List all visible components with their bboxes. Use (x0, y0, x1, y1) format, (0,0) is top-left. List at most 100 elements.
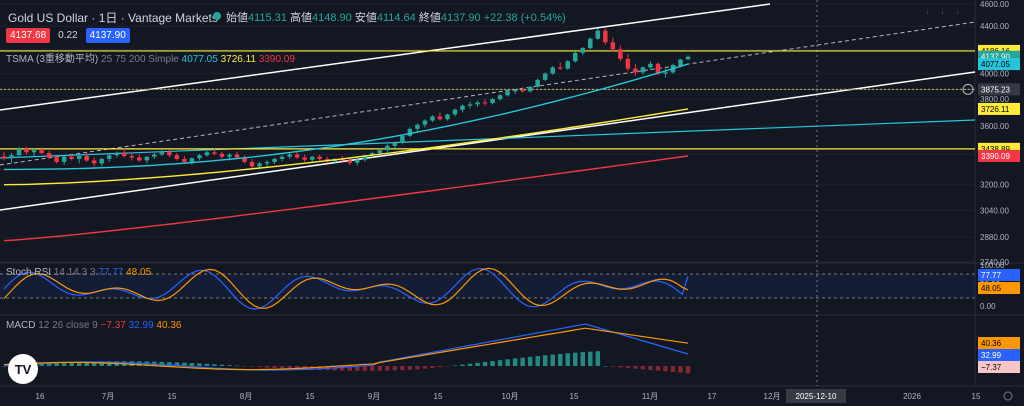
stoch-k-value: 77.77 (98, 267, 124, 278)
macd-hist-bar (565, 353, 570, 366)
macd-hist-bar (129, 361, 135, 366)
candle-body (279, 156, 285, 159)
tsma-legend[interactable]: TSMA (3重移動平均) 25 75 200 Simple 4077.05 3… (6, 50, 295, 65)
macd-hist-bar (249, 366, 255, 367)
time-tick-label: 2025-12-10 (796, 392, 837, 401)
price-label: 3726.11 (981, 105, 1010, 114)
stoch-k-line (3, 268, 689, 310)
candle-body (482, 102, 488, 104)
macd-hist-bar (370, 366, 375, 371)
bid-ask-panel: 4137.68 0.22 4137.90 (6, 28, 130, 43)
macd-name: MACD (6, 320, 36, 331)
ma200-line (3, 155, 689, 242)
candle-body (242, 157, 247, 162)
macd-hist-bar (618, 366, 623, 368)
macd-value-label: 40.36 (981, 339, 1002, 348)
candle-body (415, 124, 420, 129)
market-status-icon (213, 12, 221, 20)
candle-body (249, 161, 255, 167)
stoch-legend[interactable]: Stoch RSI 14 14 3 3 77.77 48.05 (6, 267, 151, 278)
macd-hist-bar (46, 363, 52, 366)
macd-hist-bar (257, 366, 262, 368)
macd-hist-bar (557, 353, 563, 366)
candle-body (565, 61, 570, 69)
macd-value-label: 32.99 (981, 351, 1002, 360)
candle-body (1, 156, 7, 159)
close-label: 終値 (418, 12, 441, 24)
tsma-value-75: 3726.11 (220, 54, 256, 65)
candle-body (99, 158, 104, 164)
low-value: 4114.64 (376, 12, 416, 24)
time-tick-label: 2026 (903, 392, 921, 401)
tsma-value-25: 4077.05 (181, 54, 218, 65)
symbol-title[interactable]: Gold US Dollar · 1日 · Vantage Markets (8, 11, 218, 25)
macd-hist-bar (640, 366, 646, 370)
candle-body (633, 68, 638, 73)
macd-hist-bar (580, 352, 586, 366)
candle-body (167, 151, 172, 156)
price-label: 3875.23 (981, 85, 1010, 94)
candle-body (505, 91, 510, 96)
time-tick-label: 15 (306, 392, 315, 401)
settings-gear-icon (1003, 391, 1013, 401)
candle-body (595, 30, 601, 39)
candle-body (46, 153, 52, 158)
macd-value-box (978, 361, 1020, 373)
time-tick-label: 15 (570, 392, 579, 401)
macd-value-box (978, 349, 1020, 361)
candle-body (137, 157, 142, 161)
macd-hist-bar (242, 366, 247, 367)
candle-body (84, 155, 89, 161)
macd-hist-bar (189, 363, 195, 366)
macd-hist-bar (174, 362, 180, 366)
macd-hist-bar (234, 365, 240, 367)
time-tick-label: 16 (36, 392, 45, 401)
candle-body (212, 152, 217, 154)
macd-hist-bar (422, 366, 428, 369)
high-label: 高値 (290, 12, 313, 24)
macd-hist-bar (99, 361, 104, 366)
macd-hist-bar (219, 364, 225, 366)
candle-body (24, 148, 29, 153)
macd-hist-bar (633, 366, 638, 369)
macd-hist-bar (167, 362, 172, 366)
ohlc-readout: 始値4115.31 高値4148.90 安値4114.64 終値4137.90 … (226, 9, 566, 25)
sell-button[interactable]: 4137.68 (6, 28, 51, 43)
macd-hist-bar (76, 361, 82, 366)
candle-body (39, 150, 44, 154)
stoch-band (0, 274, 975, 298)
macd-legend[interactable]: MACD 12 26 close 9 −7.37 32.99 40.36 (6, 320, 181, 331)
macd-hist-bar (452, 365, 458, 366)
macd-hist-bar (588, 351, 593, 366)
macd-hist-bar (347, 366, 353, 371)
macd-hist-bar (670, 366, 676, 372)
macd-hist-bar (212, 364, 217, 366)
macd-hist-bar (61, 362, 67, 366)
candle-body (603, 30, 608, 43)
candle-body (550, 67, 555, 74)
macd-hist-bar (520, 357, 525, 366)
macd-value-box (978, 337, 1020, 349)
candle-body (294, 154, 300, 158)
tradingview-logo-icon[interactable]: TV (8, 354, 38, 384)
macd-hist-bar (505, 359, 510, 366)
tsma-params: 25 75 200 Simple (101, 54, 179, 65)
scroll-arrows-icon[interactable]: ↓↓↓ (925, 6, 970, 17)
macd-hist-bar (362, 366, 368, 371)
macd-hist-bar (663, 366, 668, 372)
candle-body (557, 67, 563, 69)
candle-body (317, 156, 322, 159)
buy-button[interactable]: 4137.90 (85, 28, 130, 43)
candle-body (618, 49, 623, 59)
candle-body (347, 160, 353, 163)
macd-hist-bar (497, 360, 503, 366)
price-label-box (978, 149, 1020, 162)
candle-body (309, 156, 315, 160)
candle-body (520, 90, 525, 92)
candle-body (437, 116, 443, 120)
price-label-box (978, 83, 1020, 96)
candle-body (197, 155, 202, 159)
macd-hist-bar (182, 362, 187, 366)
candle-body (460, 105, 465, 110)
